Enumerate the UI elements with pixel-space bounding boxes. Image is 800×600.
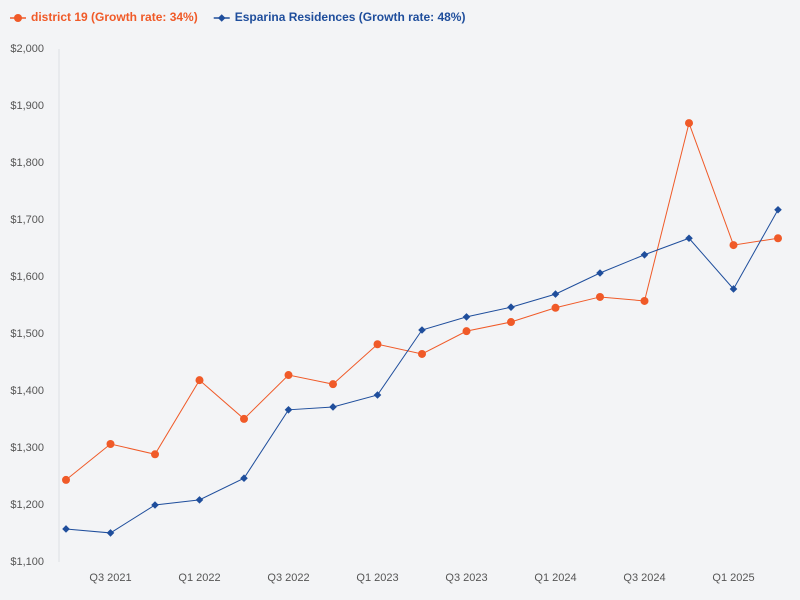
x-tick-label: Q3 2024 (623, 572, 665, 584)
point (640, 250, 649, 259)
point (462, 327, 471, 336)
point (373, 340, 382, 349)
point (62, 525, 70, 533)
point (329, 403, 337, 411)
point (151, 450, 159, 459)
x-tick-label: Q1 2023 (356, 572, 398, 584)
point (685, 234, 693, 243)
point (774, 234, 782, 243)
y-tick-label: $2,000 (10, 43, 44, 55)
point (195, 496, 204, 504)
legend-marker (14, 14, 22, 22)
legend-label: Esparina Residences (Growth rate: 48%) (235, 10, 466, 24)
legend-label: district 19 (Growth rate: 34%) (31, 10, 198, 24)
y-tick-label: $1,100 (10, 556, 44, 568)
point (373, 391, 382, 399)
point (240, 474, 248, 483)
point (685, 119, 693, 128)
point (596, 292, 604, 301)
legend-marker (217, 14, 226, 22)
point (551, 303, 560, 312)
point (106, 440, 115, 449)
y-tick-label: $1,600 (10, 271, 44, 283)
point (507, 318, 515, 327)
x-tick-label: Q1 2024 (534, 572, 576, 584)
series-line (65, 209, 779, 534)
point (596, 269, 604, 277)
point (284, 371, 293, 380)
point (62, 475, 70, 484)
y-tick-label: $1,400 (10, 385, 44, 397)
point (106, 529, 115, 537)
point (507, 303, 515, 312)
point (462, 313, 471, 321)
point (640, 296, 649, 305)
x-tick-label: Q1 2025 (712, 572, 754, 584)
series-line (65, 121, 779, 481)
point (329, 380, 337, 389)
x-tick-label: Q1 2022 (178, 572, 220, 584)
y-tick-label: $1,700 (10, 214, 44, 226)
point (729, 285, 738, 293)
point (418, 349, 426, 358)
y-tick-label: $1,900 (10, 100, 44, 112)
y-tick-label: $1,200 (10, 499, 44, 511)
x-tick-label: Q3 2022 (267, 572, 309, 584)
point (195, 376, 204, 385)
point (729, 241, 738, 250)
point (151, 501, 159, 509)
point (774, 205, 782, 214)
y-tick-label: $1,300 (10, 442, 44, 454)
x-tick-label: Q3 2021 (89, 572, 131, 584)
point (240, 414, 248, 423)
y-tick-label: $1,500 (10, 328, 44, 340)
point (284, 406, 293, 414)
y-tick-label: $1,800 (10, 157, 44, 169)
x-tick-label: Q3 2023 (445, 572, 487, 584)
point (418, 326, 426, 334)
point (551, 290, 560, 298)
